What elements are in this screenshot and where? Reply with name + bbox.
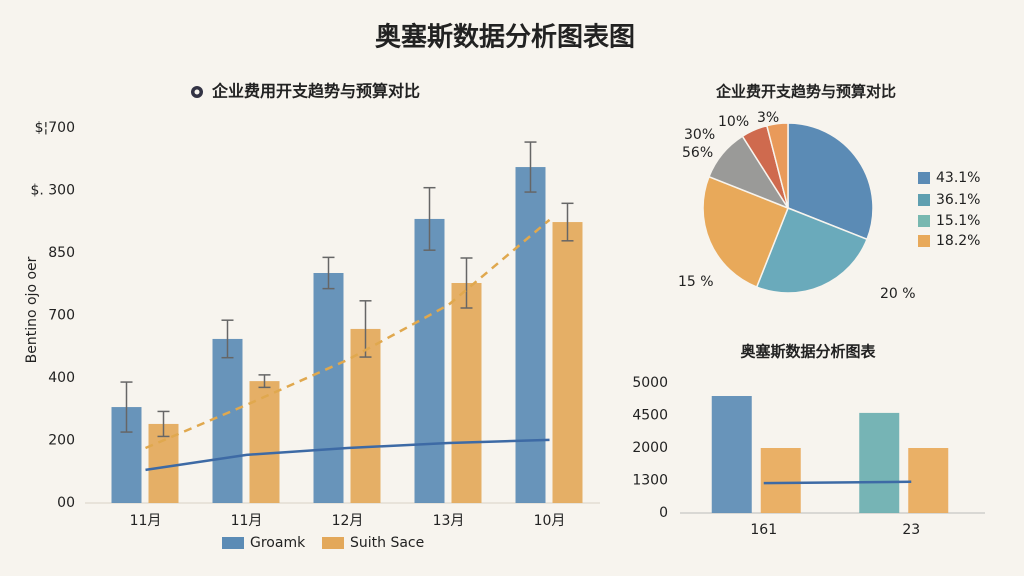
- bar: [414, 218, 445, 503]
- legend-swatch: [918, 215, 930, 227]
- y-tick-label: 0: [659, 505, 668, 521]
- y-tick-label: 850: [48, 245, 75, 261]
- x-tick-label: 11月: [231, 513, 263, 529]
- chart-title: 企业费开支趋势与预算对比: [715, 83, 896, 101]
- legend-label: 43.1%: [936, 170, 980, 186]
- x-tick-label: 11月: [130, 513, 162, 529]
- pie-slice: [702, 175, 789, 289]
- legend-swatch: [918, 235, 930, 247]
- x-tick-label: 161: [750, 522, 777, 538]
- line: [145, 218, 551, 450]
- legend-label: 15.1%: [936, 213, 980, 229]
- line: [145, 438, 550, 472]
- legend-swatch: [918, 194, 930, 206]
- y-tick-label: 200: [48, 433, 75, 449]
- bar: [711, 396, 752, 513]
- bar: [908, 448, 949, 513]
- y-tick-label: 2000: [632, 440, 668, 456]
- x-tick-label: 10月: [534, 513, 566, 529]
- y-tick-label: 1300: [632, 473, 668, 489]
- slice-label: 20 %: [880, 286, 916, 302]
- legend-swatch: [222, 537, 244, 549]
- slice-label: 15 %: [678, 274, 714, 290]
- pie-slice: [787, 122, 874, 241]
- slice-label: 30%: [684, 127, 715, 143]
- pie-slice: [755, 207, 869, 294]
- bar: [515, 167, 546, 503]
- x-tick-label: 12月: [332, 513, 364, 529]
- slice-label: 10%: [718, 114, 749, 130]
- y-tick-label: 4500: [632, 408, 668, 424]
- bar: [859, 412, 900, 513]
- x-tick-label: 23: [902, 522, 920, 538]
- bar: [451, 283, 482, 503]
- y-tick-label: 700: [48, 308, 75, 324]
- bar: [760, 448, 801, 513]
- y-tick-label: 00: [57, 495, 75, 511]
- y-tick-label: $. 300: [30, 183, 75, 199]
- legend-label: 18.2%: [936, 233, 980, 249]
- legend-label: Suith Sace: [350, 535, 424, 551]
- y-tick-label: 5000: [632, 375, 668, 391]
- line: [763, 480, 912, 485]
- bar: [212, 338, 243, 503]
- page-title: 奥塞斯数据分析图表图: [375, 22, 635, 53]
- y-axis-label: Bentino ojo oer: [24, 256, 40, 363]
- chart-title: 奥塞斯数据分析图表: [740, 343, 876, 361]
- title-icon-dot: [194, 89, 200, 95]
- bar: [350, 328, 381, 503]
- legend-label: 36.1%: [936, 192, 980, 208]
- y-tick-label: $¦700: [35, 120, 75, 136]
- y-tick-label: 400: [48, 370, 75, 386]
- legend-swatch: [918, 172, 930, 184]
- chart-title: 企业费用开支趋势与预算对比: [211, 82, 420, 101]
- slice-label: 3%: [757, 110, 779, 126]
- slice-label: 56%: [682, 145, 713, 161]
- bar: [552, 222, 583, 503]
- legend-swatch: [322, 537, 344, 549]
- legend-label: Groamk: [250, 535, 306, 551]
- x-tick-label: 13月: [433, 513, 465, 529]
- bar: [249, 381, 280, 503]
- pie-slice: [765, 122, 789, 209]
- bar: [313, 273, 344, 503]
